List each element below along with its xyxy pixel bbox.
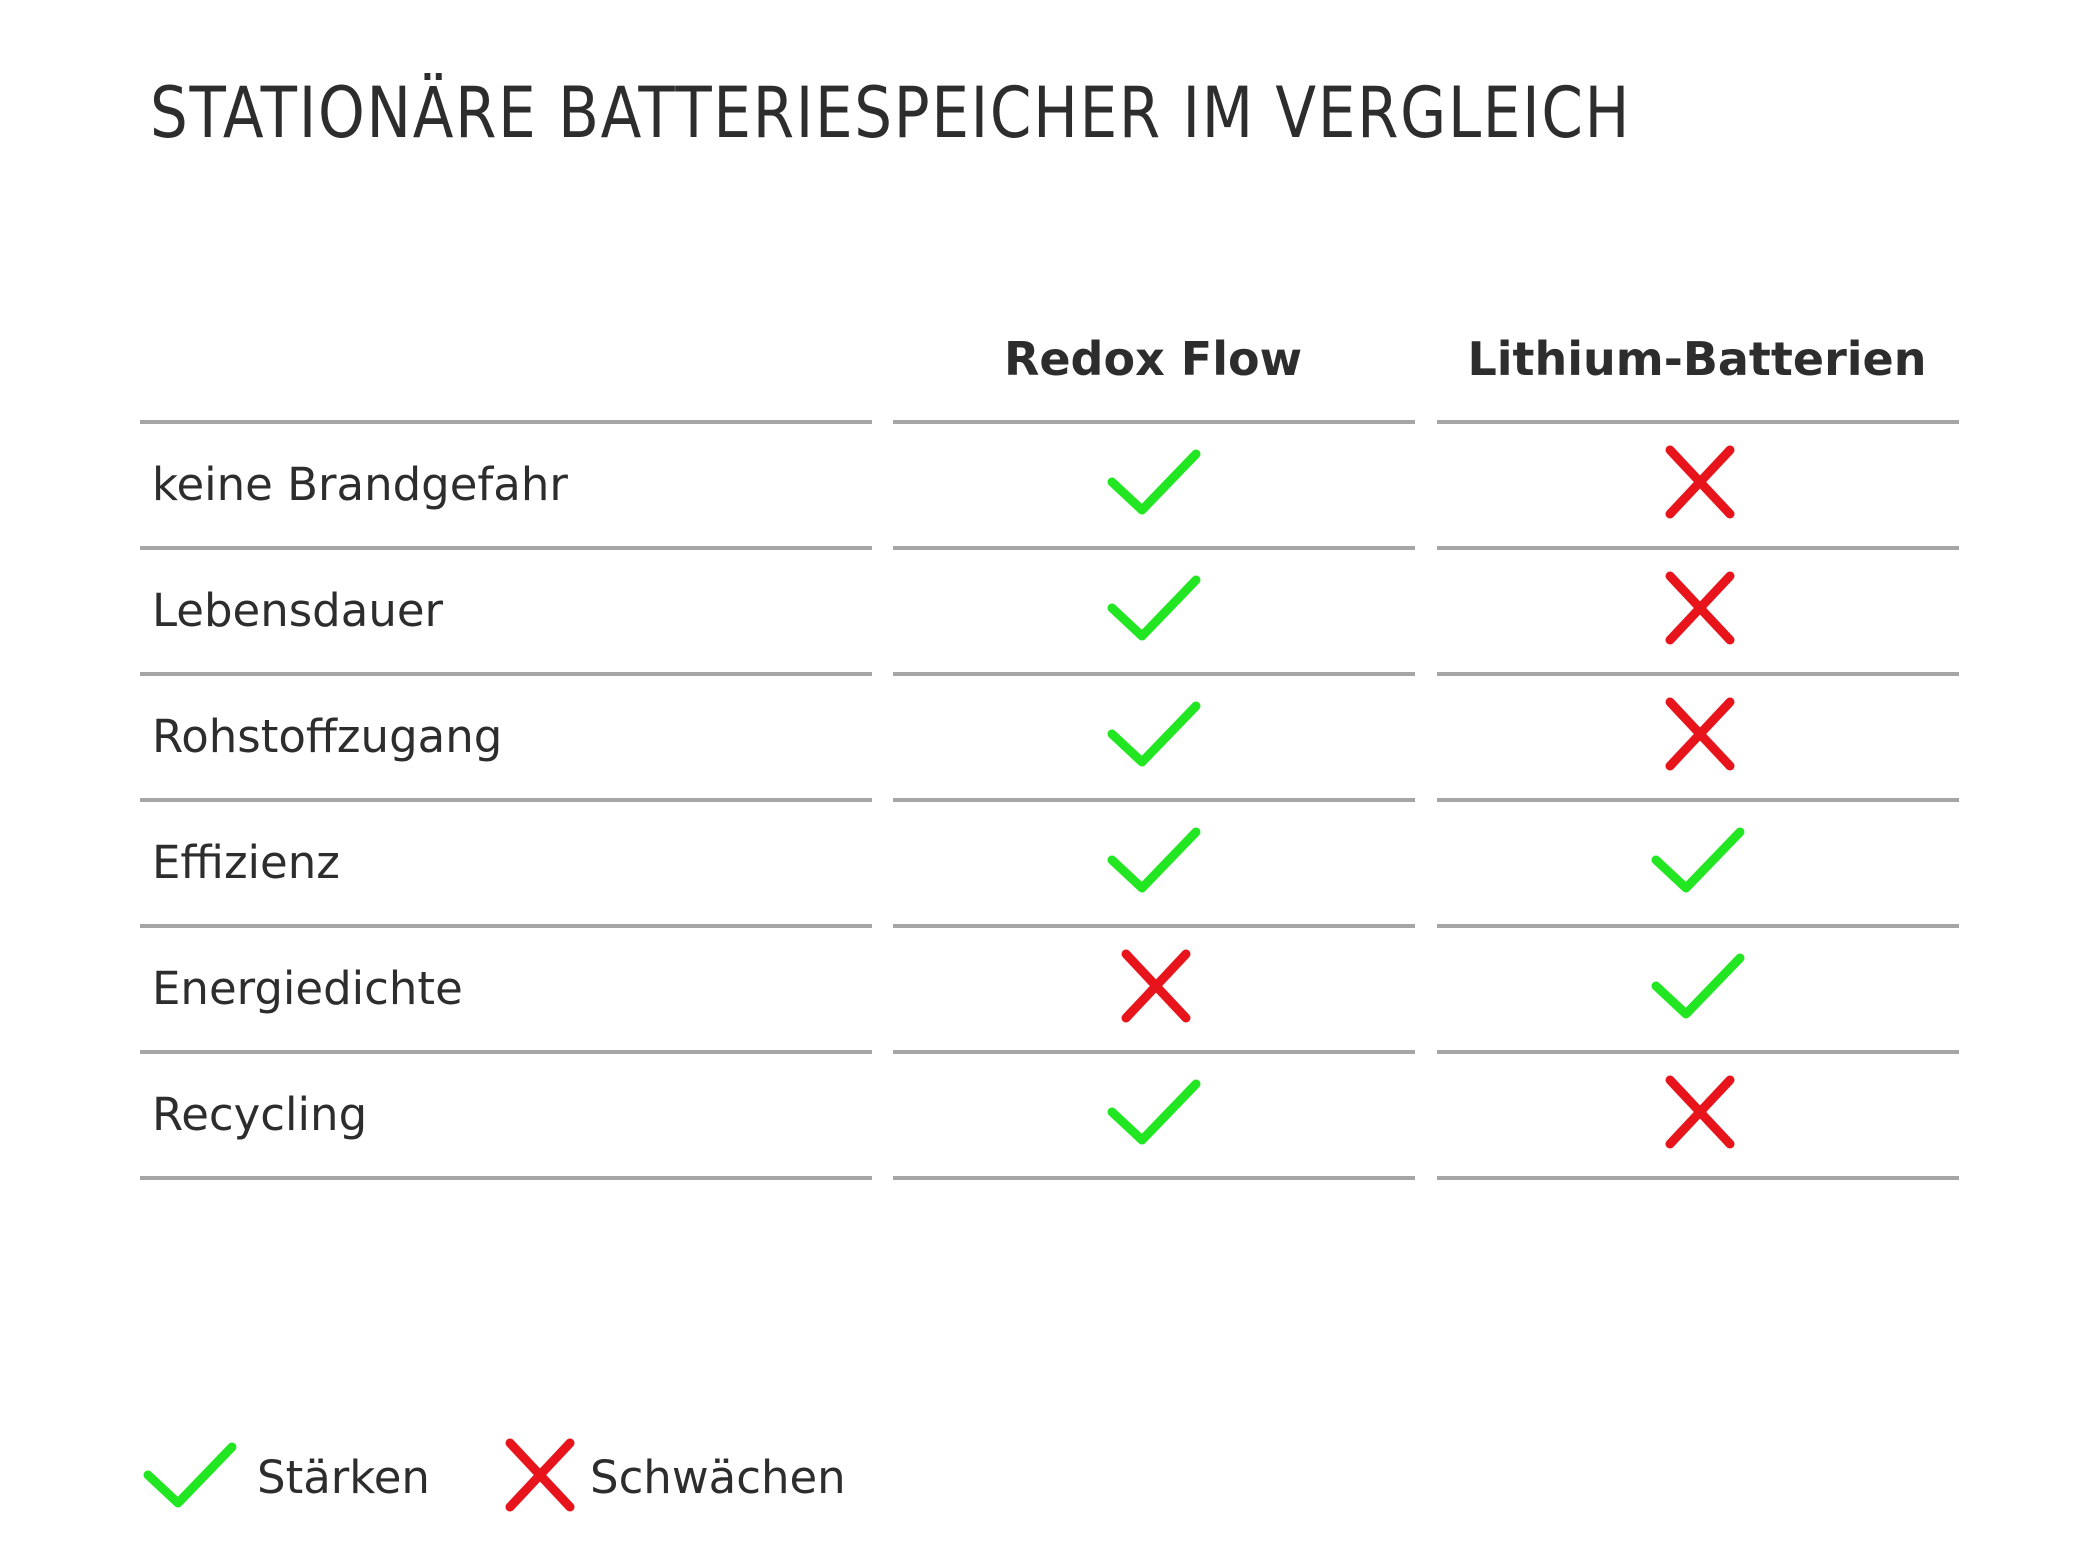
legend-weaknesses-label: Schwächen: [590, 1451, 846, 1504]
cross-icon: [1665, 1075, 1735, 1149]
row-divider: [140, 924, 872, 928]
cross-icon: [1665, 697, 1735, 771]
row-divider: [140, 798, 872, 802]
row-divider: [1437, 1176, 1959, 1180]
row-divider: [140, 420, 872, 424]
row-divider: [893, 420, 1415, 424]
row-divider: [1437, 546, 1959, 550]
row-divider: [140, 1050, 872, 1054]
row-divider: [893, 1050, 1415, 1054]
cross-icon: [1121, 949, 1191, 1023]
check-icon: [1651, 827, 1745, 893]
row-divider: [140, 1176, 872, 1180]
row-divider: [893, 798, 1415, 802]
check-icon: [1651, 953, 1745, 1019]
row-label: Effizienz: [152, 836, 340, 889]
check-icon: [1107, 449, 1201, 515]
row-divider: [1437, 420, 1959, 424]
check-icon: [1107, 701, 1201, 767]
check-icon: [1107, 827, 1201, 893]
row-divider: [893, 546, 1415, 550]
page-title: STATIONÄRE BATTERIESPEICHER IM VERGLEICH: [150, 72, 1632, 154]
check-icon: [1107, 1079, 1201, 1145]
cross-icon: [1665, 571, 1735, 645]
row-label: Rohstoffzugang: [152, 710, 503, 763]
cross-icon: [1665, 445, 1735, 519]
row-divider: [1437, 924, 1959, 928]
cross-icon: [505, 1438, 575, 1512]
row-divider: [140, 672, 872, 676]
row-divider: [893, 1176, 1415, 1180]
check-icon: [143, 1442, 237, 1508]
row-label: keine Brandgefahr: [152, 458, 568, 511]
column-header-redox-flow: Redox Flow: [1003, 332, 1303, 386]
column-header-lithium-batterien: Lithium-Batterien: [1467, 332, 1927, 386]
row-divider: [1437, 798, 1959, 802]
row-divider: [1437, 672, 1959, 676]
check-icon: [1107, 575, 1201, 641]
row-divider: [1437, 1050, 1959, 1054]
legend-strengths-label: Stärken: [257, 1451, 430, 1504]
row-label: Recycling: [152, 1088, 368, 1141]
row-divider: [893, 672, 1415, 676]
row-divider: [893, 924, 1415, 928]
row-divider: [140, 546, 872, 550]
row-label: Energiedichte: [152, 962, 463, 1015]
row-label: Lebensdauer: [152, 584, 444, 637]
